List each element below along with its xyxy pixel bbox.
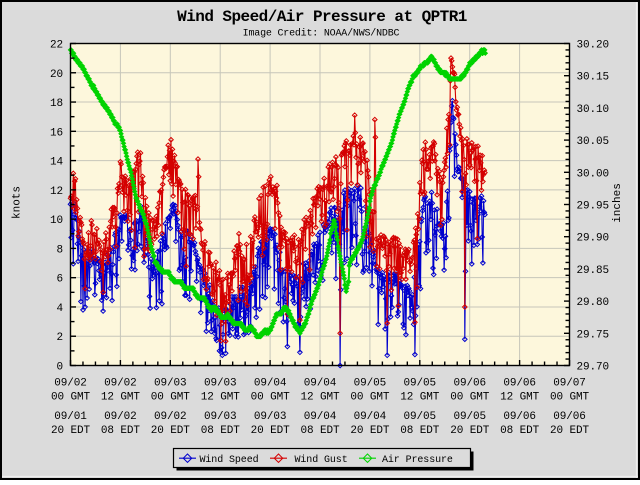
- svg-text:12 GMT: 12 GMT: [300, 392, 340, 404]
- svg-text:09/06: 09/06: [503, 411, 536, 423]
- svg-text:29.70: 29.70: [577, 362, 610, 374]
- svg-text:29.80: 29.80: [577, 297, 610, 309]
- svg-text:09/04: 09/04: [354, 411, 387, 423]
- svg-text:18: 18: [50, 98, 63, 110]
- svg-text:30.05: 30.05: [577, 136, 610, 148]
- svg-text:20 EDT: 20 EDT: [450, 425, 490, 437]
- svg-text:00 GMT: 00 GMT: [550, 392, 590, 404]
- svg-text:29.85: 29.85: [577, 265, 610, 277]
- svg-text:Wind Speed: Wind Speed: [200, 454, 259, 466]
- svg-text:08 EDT: 08 EDT: [300, 425, 340, 437]
- svg-text:00 GMT: 00 GMT: [51, 392, 91, 404]
- svg-text:09/03: 09/03: [204, 411, 237, 423]
- svg-text:09/03: 09/03: [204, 378, 237, 390]
- svg-text:09/04: 09/04: [254, 378, 287, 390]
- svg-text:16: 16: [50, 127, 63, 139]
- svg-text:20 EDT: 20 EDT: [350, 425, 390, 437]
- svg-text:30.15: 30.15: [577, 72, 610, 84]
- svg-text:2: 2: [56, 332, 63, 344]
- svg-text:Wind Speed/Air Pressure at QPT: Wind Speed/Air Pressure at QPTR1: [177, 8, 467, 26]
- svg-text:knots: knots: [12, 186, 24, 219]
- svg-text:09/02: 09/02: [54, 378, 87, 390]
- svg-text:08 EDT: 08 EDT: [500, 425, 540, 437]
- svg-text:29.75: 29.75: [577, 329, 610, 341]
- svg-text:09/03: 09/03: [254, 411, 287, 423]
- svg-text:4: 4: [56, 303, 63, 315]
- svg-text:20 EDT: 20 EDT: [550, 425, 590, 437]
- svg-text:00 GMT: 00 GMT: [251, 392, 291, 404]
- svg-text:8: 8: [56, 244, 63, 256]
- svg-text:09/06: 09/06: [503, 378, 536, 390]
- svg-text:09/03: 09/03: [154, 378, 187, 390]
- svg-text:29.90: 29.90: [577, 233, 610, 245]
- svg-text:09/02: 09/02: [104, 378, 137, 390]
- svg-text:30.10: 30.10: [577, 104, 610, 116]
- svg-text:09/04: 09/04: [304, 411, 337, 423]
- svg-text:09/01: 09/01: [54, 411, 87, 423]
- svg-text:30.20: 30.20: [577, 40, 610, 52]
- svg-text:30.00: 30.00: [577, 168, 610, 180]
- svg-text:Air Pressure: Air Pressure: [382, 454, 453, 466]
- svg-text:22: 22: [50, 40, 63, 52]
- svg-text:Image Credit: NOAA/NWS/NDBC: Image Credit: NOAA/NWS/NDBC: [243, 28, 400, 40]
- svg-text:09/02: 09/02: [104, 411, 137, 423]
- svg-text:29.95: 29.95: [577, 201, 610, 213]
- svg-text:inches: inches: [612, 183, 624, 223]
- svg-text:09/06: 09/06: [553, 411, 586, 423]
- svg-text:08 EDT: 08 EDT: [201, 425, 241, 437]
- svg-text:20: 20: [50, 69, 63, 81]
- svg-text:09/04: 09/04: [304, 378, 337, 390]
- svg-text:0: 0: [56, 362, 63, 374]
- svg-text:12 GMT: 12 GMT: [400, 392, 440, 404]
- svg-text:20 EDT: 20 EDT: [251, 425, 291, 437]
- svg-text:09/05: 09/05: [354, 378, 387, 390]
- svg-text:00 GMT: 00 GMT: [151, 392, 191, 404]
- svg-text:12 GMT: 12 GMT: [101, 392, 141, 404]
- svg-text:12: 12: [50, 186, 63, 198]
- svg-text:12 GMT: 12 GMT: [201, 392, 241, 404]
- svg-text:20 EDT: 20 EDT: [51, 425, 91, 437]
- svg-text:00 GMT: 00 GMT: [450, 392, 490, 404]
- svg-text:09/05: 09/05: [404, 411, 437, 423]
- svg-text:Wind Gust: Wind Gust: [295, 454, 348, 466]
- svg-text:14: 14: [50, 157, 64, 169]
- svg-text:09/05: 09/05: [404, 378, 437, 390]
- svg-text:10: 10: [50, 215, 63, 227]
- svg-text:08 EDT: 08 EDT: [400, 425, 440, 437]
- svg-text:08 EDT: 08 EDT: [101, 425, 141, 437]
- svg-text:00 GMT: 00 GMT: [350, 392, 390, 404]
- svg-text:20 EDT: 20 EDT: [151, 425, 191, 437]
- svg-text:6: 6: [56, 274, 63, 286]
- svg-text:09/06: 09/06: [453, 378, 486, 390]
- svg-text:09/07: 09/07: [553, 378, 586, 390]
- svg-text:12 GMT: 12 GMT: [500, 392, 540, 404]
- svg-text:09/05: 09/05: [453, 411, 486, 423]
- svg-text:09/02: 09/02: [154, 411, 187, 423]
